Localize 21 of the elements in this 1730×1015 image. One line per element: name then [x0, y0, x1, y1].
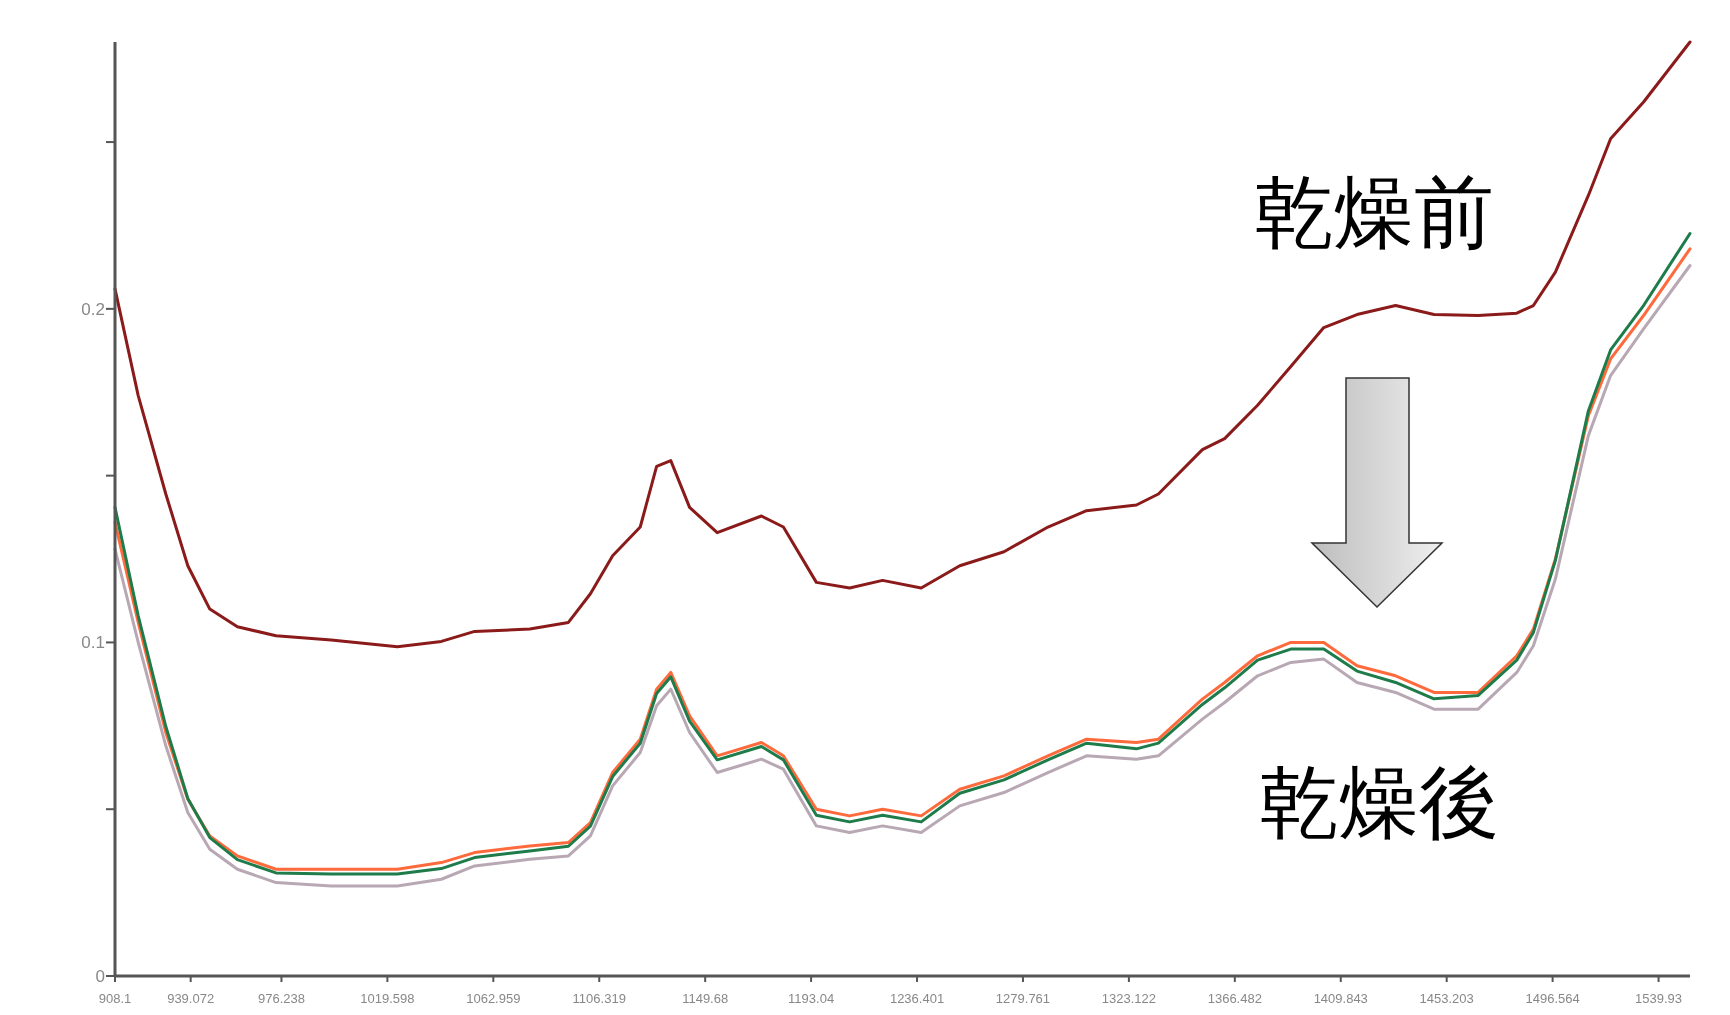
x-tick-label: 1453.203	[1419, 991, 1474, 1006]
y-tick-label: 0.2	[81, 299, 105, 319]
y-tick-label: 0.1	[81, 633, 105, 653]
x-tick-label: 1366.482	[1207, 991, 1262, 1006]
x-tick-label: 1106.319	[572, 991, 626, 1006]
x-tick-label: 1062.959	[466, 991, 521, 1006]
x-tick-label: 908.1	[98, 991, 132, 1006]
annotation: 乾燥前	[1254, 166, 1494, 259]
y-tick-label: 0	[95, 967, 105, 986]
x-tick-label: 1539.93	[1635, 991, 1683, 1006]
x-tick-label: 939.072	[167, 991, 215, 1006]
x-tick-label: 1149.68	[682, 991, 729, 1006]
annotation: 乾燥後	[1259, 756, 1499, 849]
x-tick-label: 1496.564	[1525, 991, 1580, 1006]
x-tick-label: 1323.122	[1101, 991, 1157, 1006]
x-tick-label: 1236.401	[889, 991, 945, 1006]
x-tick-label: 1409.843	[1313, 991, 1368, 1006]
x-tick-label: 1193.04	[788, 991, 835, 1006]
x-tick-label: 1279.761	[995, 991, 1051, 1006]
x-tick-label: 1019.598	[360, 991, 415, 1006]
x-tick-label: 976.238	[257, 991, 305, 1006]
